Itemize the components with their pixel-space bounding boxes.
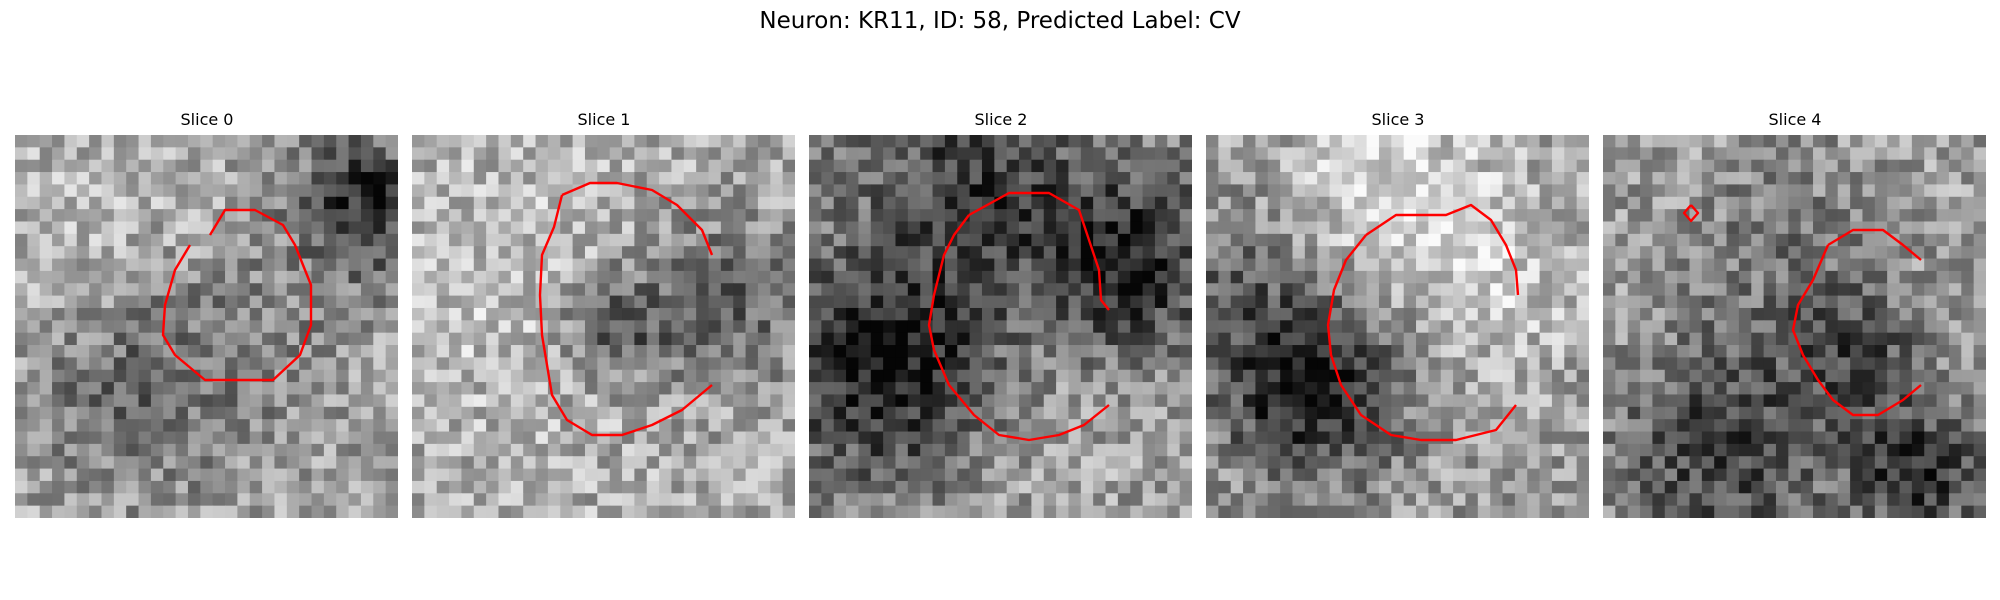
slice-4-image xyxy=(1603,135,1986,518)
slice-0-title: Slice 0 xyxy=(180,110,234,129)
slice-2-title: Slice 2 xyxy=(974,110,1028,129)
slice-0-image xyxy=(15,135,398,518)
roi-contour-0 xyxy=(1827,228,1922,261)
roi-contour-1 xyxy=(1326,234,1517,442)
roi-contour-2 xyxy=(1682,204,1700,223)
roi-contour-0 xyxy=(1365,203,1520,296)
slice-3-title: Slice 3 xyxy=(1371,110,1425,129)
roi-contour-1 xyxy=(538,194,713,437)
slice-4-title: Slice 4 xyxy=(1768,110,1822,129)
roi-contour-1 xyxy=(927,214,1110,442)
roi-contour-0 xyxy=(161,208,313,382)
roi-contour-0 xyxy=(561,181,714,256)
roi-contour-1 xyxy=(1791,244,1922,417)
figure-title: Neuron: KR11, ID: 58, Predicted Label: C… xyxy=(759,8,1241,34)
slice-3-image xyxy=(1206,135,1589,518)
roi-contour-0 xyxy=(968,191,1110,311)
slice-1-image xyxy=(412,135,795,518)
slice-2-image xyxy=(809,135,1192,518)
slice-1-title: Slice 1 xyxy=(577,110,631,129)
